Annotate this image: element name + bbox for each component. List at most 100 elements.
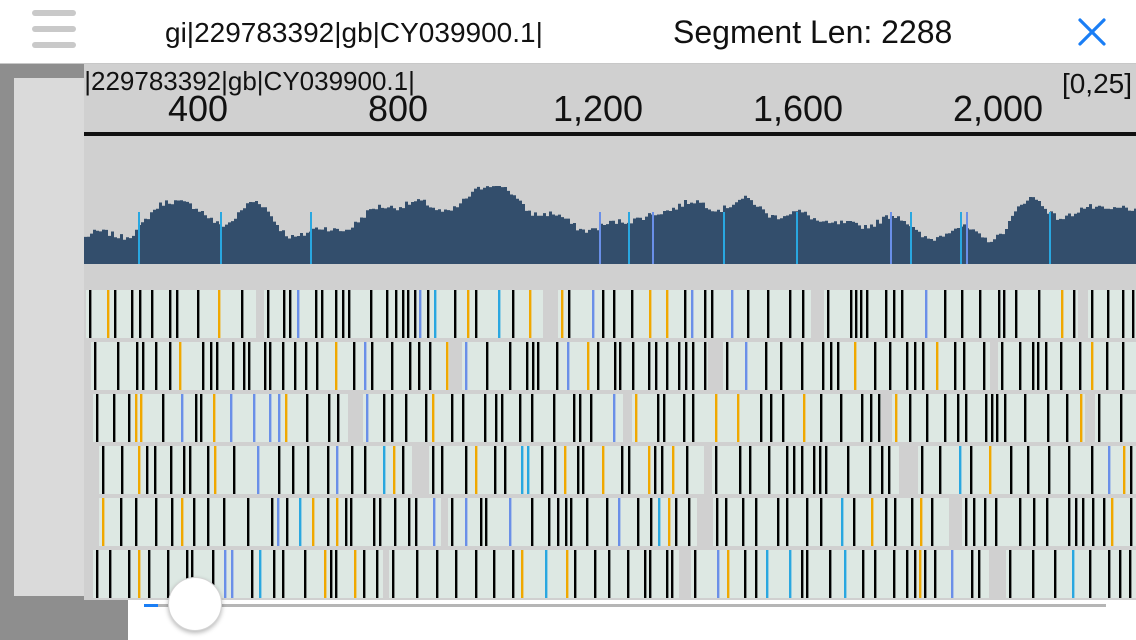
coverage-variant-line	[960, 212, 962, 264]
read-alignment[interactable]	[1088, 290, 1136, 338]
mismatch-mark	[683, 394, 686, 442]
read-alignment[interactable]	[99, 498, 441, 546]
mismatch-mark	[1132, 290, 1135, 338]
segment-length-label: Segment Len: 2288	[673, 14, 953, 50]
read-alignment[interactable]	[824, 290, 1078, 338]
mismatch-mark	[512, 290, 515, 338]
mismatch-mark	[1091, 446, 1094, 494]
mismatch-mark	[672, 446, 675, 494]
read-alignment[interactable]	[723, 342, 990, 390]
mismatch-mark	[289, 290, 292, 338]
mismatch-mark	[870, 394, 873, 442]
mismatch-mark	[146, 446, 149, 494]
mismatch-mark	[889, 342, 892, 390]
coverage-range-label: [0,25]	[1061, 68, 1132, 99]
mismatch-mark	[678, 342, 681, 390]
position-slider[interactable]	[144, 577, 1106, 640]
mismatch-mark	[717, 550, 720, 598]
read-alignment[interactable]	[1095, 394, 1136, 442]
read-alignment[interactable]	[86, 290, 256, 338]
read-alignment[interactable]	[462, 342, 708, 390]
read-alignment[interactable]	[429, 446, 704, 494]
mismatch-mark	[1119, 550, 1122, 598]
mismatch-mark	[619, 342, 622, 390]
mismatch-mark	[853, 498, 856, 546]
mismatch-mark	[594, 550, 597, 598]
mismatch-mark	[1079, 342, 1082, 390]
mismatch-mark	[419, 290, 422, 338]
mismatch-mark	[181, 498, 184, 546]
mismatch-mark	[694, 550, 697, 598]
mismatch-mark	[179, 342, 182, 390]
mismatch-mark	[436, 550, 439, 598]
mismatch-mark	[985, 394, 988, 442]
slider-track[interactable]	[144, 604, 1106, 607]
read-alignment[interactable]	[632, 394, 881, 442]
mismatch-mark	[789, 550, 792, 598]
slider-thumb[interactable]	[167, 577, 222, 631]
mismatch-mark	[94, 342, 97, 390]
mismatch-mark	[285, 394, 288, 442]
read-alignment[interactable]	[712, 446, 899, 494]
read-alignment[interactable]	[713, 498, 949, 546]
mismatch-mark	[348, 290, 351, 338]
mismatch-mark	[1068, 498, 1071, 546]
mismatch-mark	[648, 446, 651, 494]
mismatch-mark	[336, 498, 339, 546]
mismatch-mark	[1098, 394, 1101, 442]
mismatch-mark	[1032, 550, 1035, 598]
read-alignment[interactable]	[264, 290, 543, 338]
top-bar: gi|229783392|gb|CY039900.1| Segment Len:…	[0, 0, 1136, 64]
alignment-viewer[interactable]: gi|229783392|gb|CY039900.1| 400 800 1,20…	[84, 64, 1136, 600]
read-alignment[interactable]	[93, 550, 383, 598]
mismatch-mark	[379, 498, 382, 546]
read-alignment[interactable]	[892, 394, 1085, 442]
close-icon[interactable]	[1072, 12, 1112, 52]
mismatch-mark	[432, 394, 435, 442]
read-alignment[interactable]	[99, 446, 412, 494]
hamburger-menu-icon[interactable]	[30, 8, 78, 56]
mismatch-mark	[327, 498, 330, 546]
mismatch-mark	[767, 290, 770, 338]
mismatch-mark	[312, 498, 315, 546]
mismatch-mark	[618, 498, 621, 546]
mismatch-mark	[565, 498, 568, 546]
mismatch-mark	[391, 342, 394, 390]
read-alignment[interactable]	[1006, 550, 1136, 598]
read-alignment[interactable]	[962, 498, 1136, 546]
read-alignment[interactable]	[558, 290, 811, 338]
mismatch-mark	[393, 446, 396, 494]
mismatch-mark	[128, 394, 131, 442]
mismatch-mark	[273, 550, 276, 598]
read-alignment[interactable]	[91, 342, 449, 390]
mismatch-mark	[465, 342, 468, 390]
mismatch-mark	[944, 290, 947, 338]
read-alignment-track[interactable]	[84, 290, 1136, 600]
mismatch-mark	[691, 290, 694, 338]
read-alignment[interactable]	[93, 394, 348, 442]
mismatch-mark	[801, 342, 804, 390]
read-alignment[interactable]	[448, 498, 697, 546]
mismatch-mark	[434, 290, 437, 338]
mismatch-mark	[906, 342, 909, 390]
mismatch-mark	[429, 342, 432, 390]
mismatch-mark	[847, 446, 850, 494]
mismatch-mark	[871, 498, 874, 546]
mismatch-mark	[602, 446, 605, 494]
mismatch-mark	[286, 498, 289, 546]
read-alignment[interactable]	[918, 446, 1136, 494]
mismatch-mark	[765, 342, 768, 390]
mismatch-mark	[330, 550, 333, 598]
read-alignment[interactable]	[363, 394, 623, 442]
mismatch-mark	[553, 394, 556, 442]
mismatch-mark	[914, 342, 917, 390]
mismatch-mark	[860, 290, 863, 338]
mismatch-mark	[692, 342, 695, 390]
read-alignment[interactable]	[998, 342, 1136, 390]
read-alignment[interactable]	[389, 550, 679, 598]
mismatch-mark	[462, 394, 465, 442]
mismatch-mark	[894, 498, 897, 546]
mismatch-mark	[162, 394, 165, 442]
mismatch-mark	[1082, 498, 1085, 546]
read-alignment[interactable]	[691, 550, 989, 598]
